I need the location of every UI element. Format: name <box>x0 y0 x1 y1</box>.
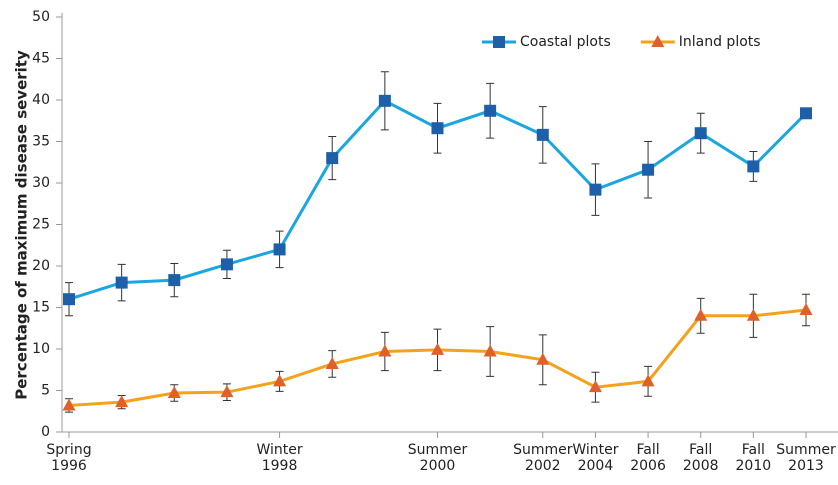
x-tick-label: Fall 2010 <box>735 442 772 474</box>
x-tick-label: Summer 2013 <box>776 442 836 474</box>
marker <box>431 122 444 135</box>
legend-marker <box>651 35 665 47</box>
marker <box>378 344 392 357</box>
marker <box>746 308 760 321</box>
marker <box>168 274 181 287</box>
legend-label: Coastal plots <box>520 34 611 50</box>
marker <box>273 374 287 387</box>
marker <box>483 344 497 357</box>
marker <box>62 398 76 411</box>
marker <box>115 276 128 289</box>
y-tick-label: 20 <box>32 258 50 274</box>
marker <box>642 163 655 176</box>
marker <box>589 183 602 196</box>
y-tick-label: 30 <box>32 175 50 191</box>
x-tick-label: Winter 1998 <box>256 442 303 474</box>
marker <box>63 293 75 306</box>
y-axis-label: Percentage of maximum disease severity <box>13 50 31 400</box>
marker <box>799 302 813 315</box>
y-tick-label: 10 <box>32 341 50 357</box>
marker <box>220 385 234 398</box>
marker <box>694 308 708 321</box>
marker <box>536 352 550 365</box>
marker <box>484 104 497 117</box>
marker <box>431 342 444 355</box>
x-tick-label: Summer 2000 <box>407 442 468 474</box>
marker <box>641 374 655 387</box>
marker <box>167 385 181 398</box>
marker <box>220 258 233 271</box>
y-tick-label: 45 <box>32 51 50 67</box>
y-tick-label: 50 <box>32 9 50 25</box>
y-tick-label: 0 <box>41 424 50 440</box>
marker <box>326 152 339 165</box>
y-tick-label: 5 <box>41 383 50 399</box>
marker <box>800 107 812 120</box>
marker <box>115 395 129 408</box>
y-tick-label: 35 <box>32 134 50 150</box>
marker <box>273 243 286 256</box>
y-tick-label: 15 <box>32 300 50 316</box>
x-tick-label: Summer 2002 <box>513 442 573 474</box>
marker <box>325 356 339 369</box>
x-tick-label: Winter 2004 <box>572 442 619 474</box>
x-tick-label: Fall 2006 <box>630 442 666 474</box>
marker <box>747 160 760 173</box>
legend-label: Inland plots <box>679 34 761 50</box>
marker <box>536 128 549 141</box>
marker <box>694 127 707 140</box>
x-tick-label: Spring 1996 <box>46 442 92 474</box>
legend-marker <box>493 36 505 48</box>
y-tick-label: 40 <box>32 92 50 108</box>
x-tick-label: Fall 2008 <box>682 442 719 474</box>
marker <box>588 380 602 393</box>
y-tick-label: 25 <box>32 217 50 233</box>
marker <box>378 94 391 107</box>
